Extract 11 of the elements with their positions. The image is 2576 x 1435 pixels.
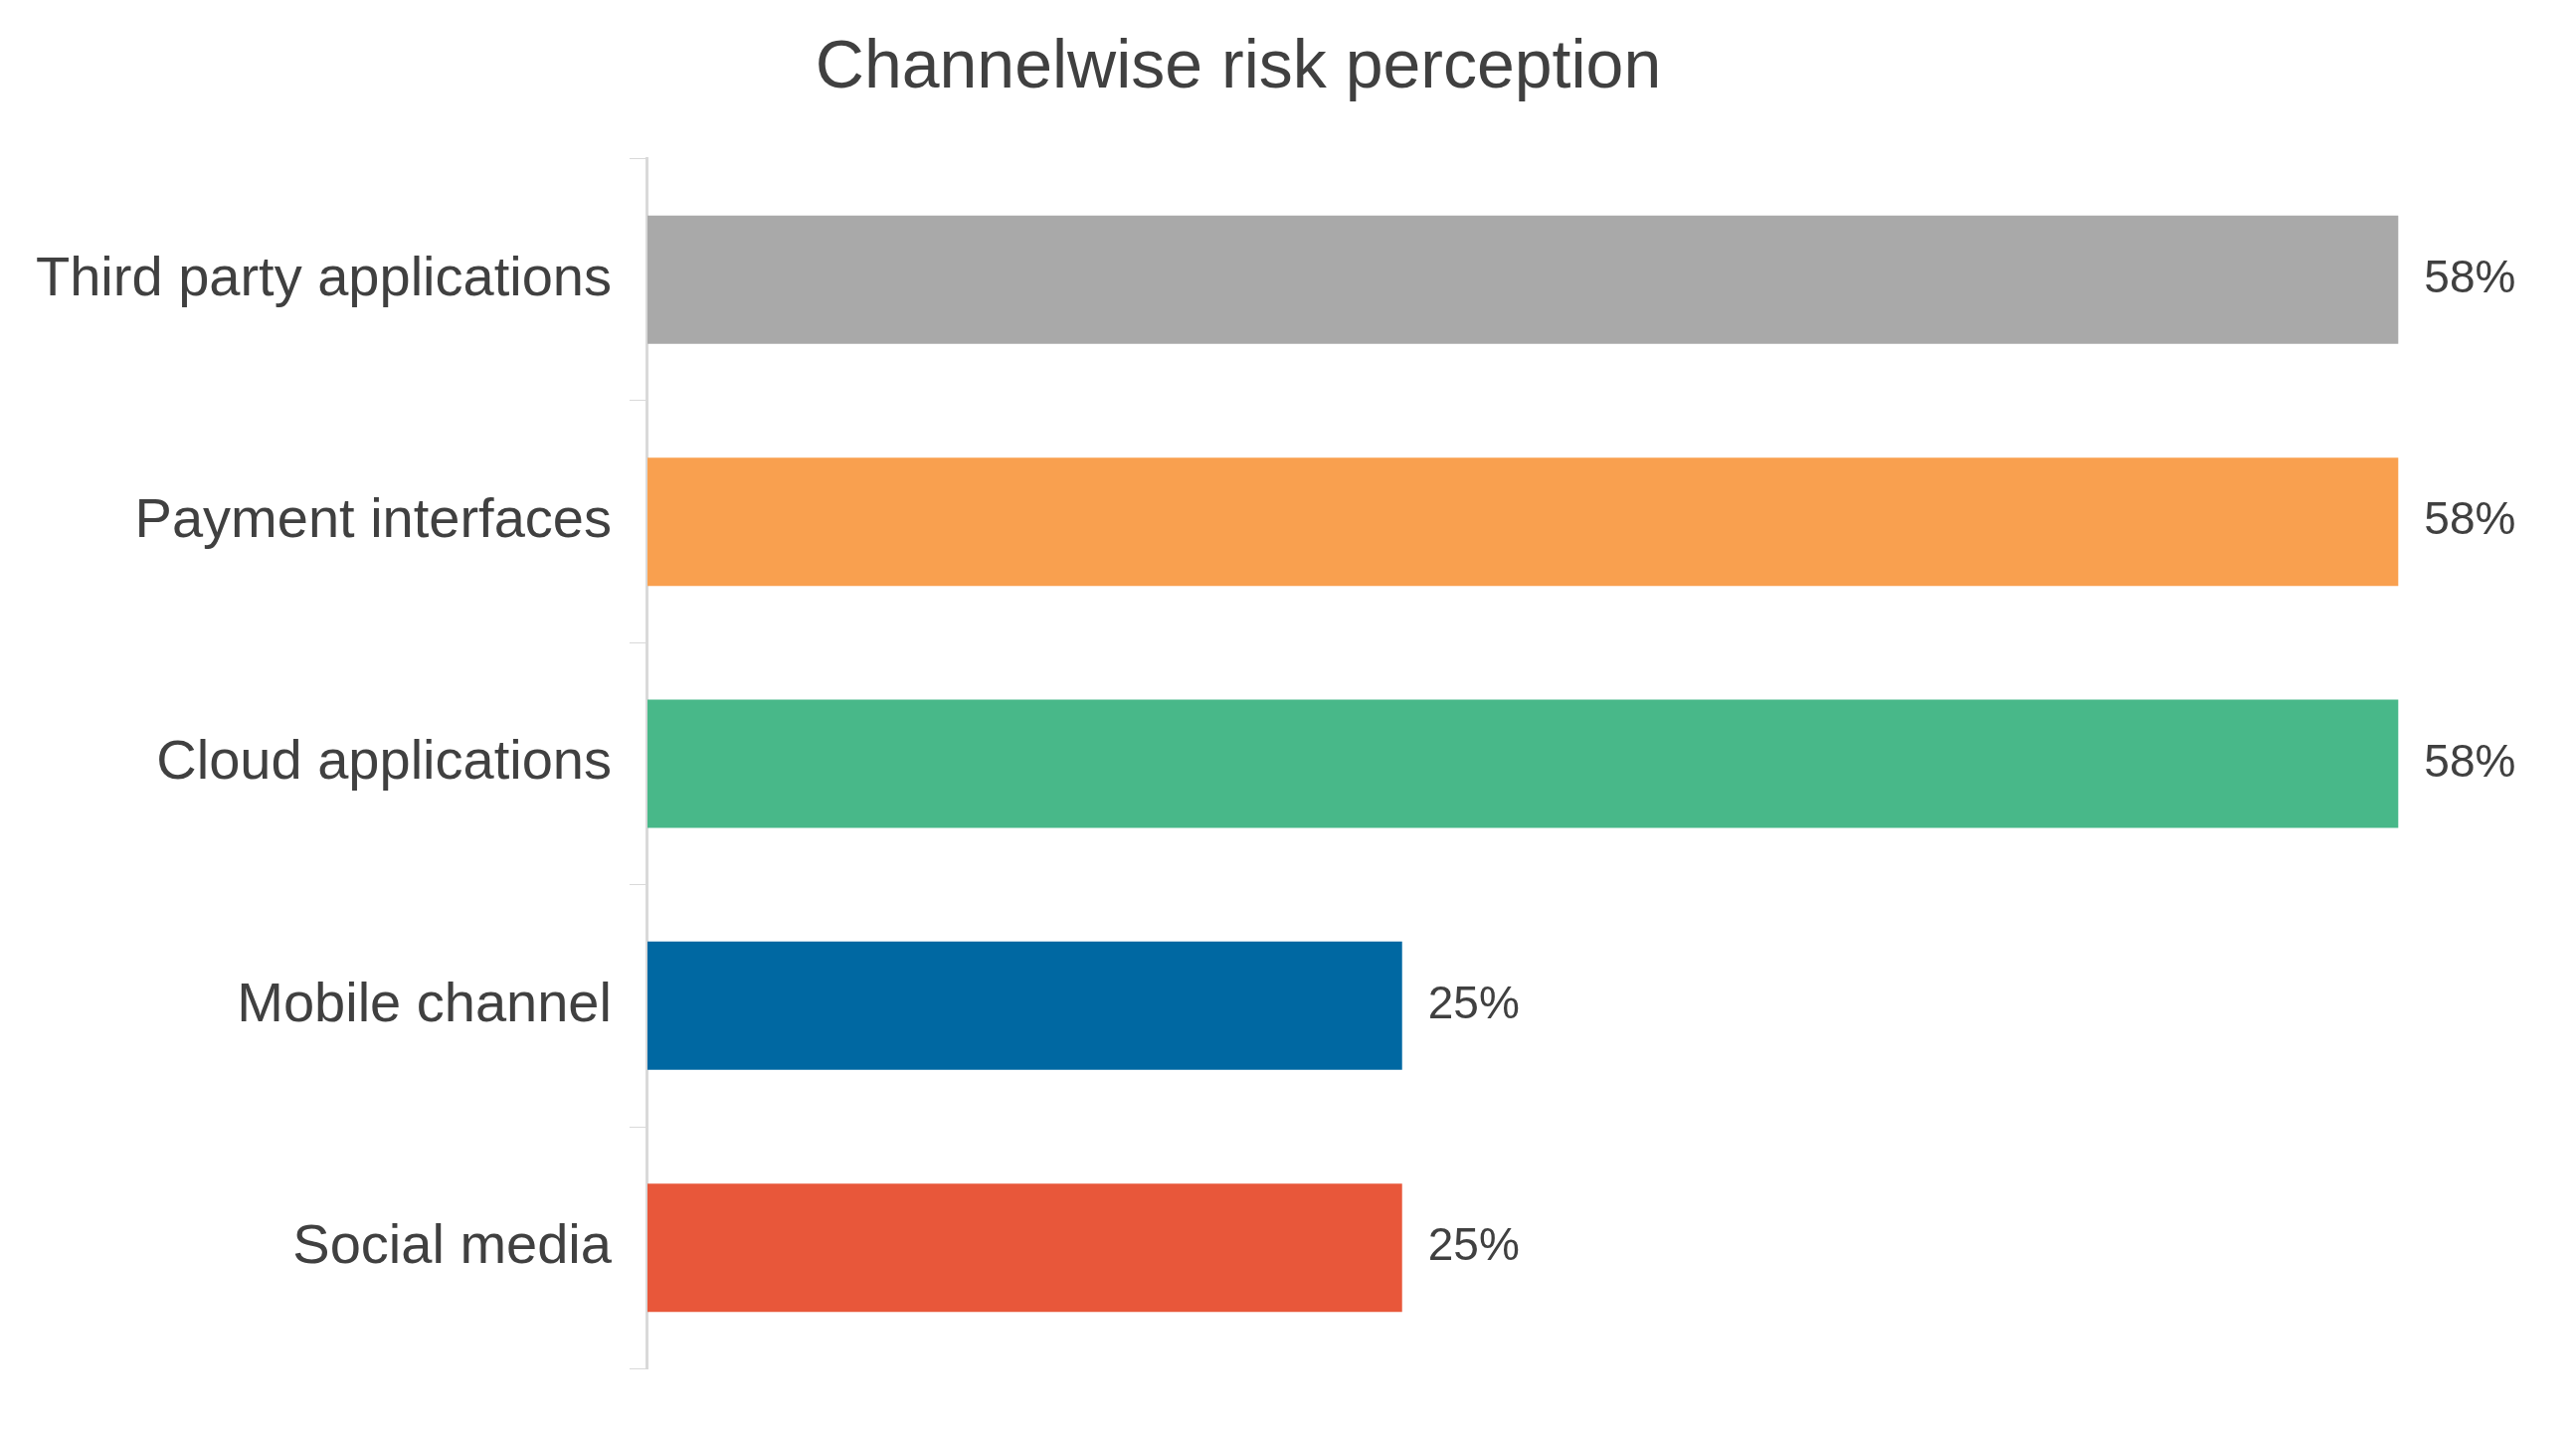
y-tick-label: Payment interfaces <box>134 486 612 550</box>
y-tick-label: Mobile channel <box>237 970 612 1033</box>
data-label: 58% <box>2424 250 2516 302</box>
y-tick-label: Social media <box>292 1212 613 1276</box>
data-label: 25% <box>1427 1218 1520 1271</box>
chart-title: Channelwise risk perception <box>815 25 1662 101</box>
data-label: 58% <box>2424 492 2516 545</box>
y-tick-label: Cloud applications <box>156 728 612 792</box>
y-tick-label: Third party applications <box>36 244 612 307</box>
data-label: 25% <box>1427 977 1520 1029</box>
data-label: 58% <box>2424 734 2516 787</box>
